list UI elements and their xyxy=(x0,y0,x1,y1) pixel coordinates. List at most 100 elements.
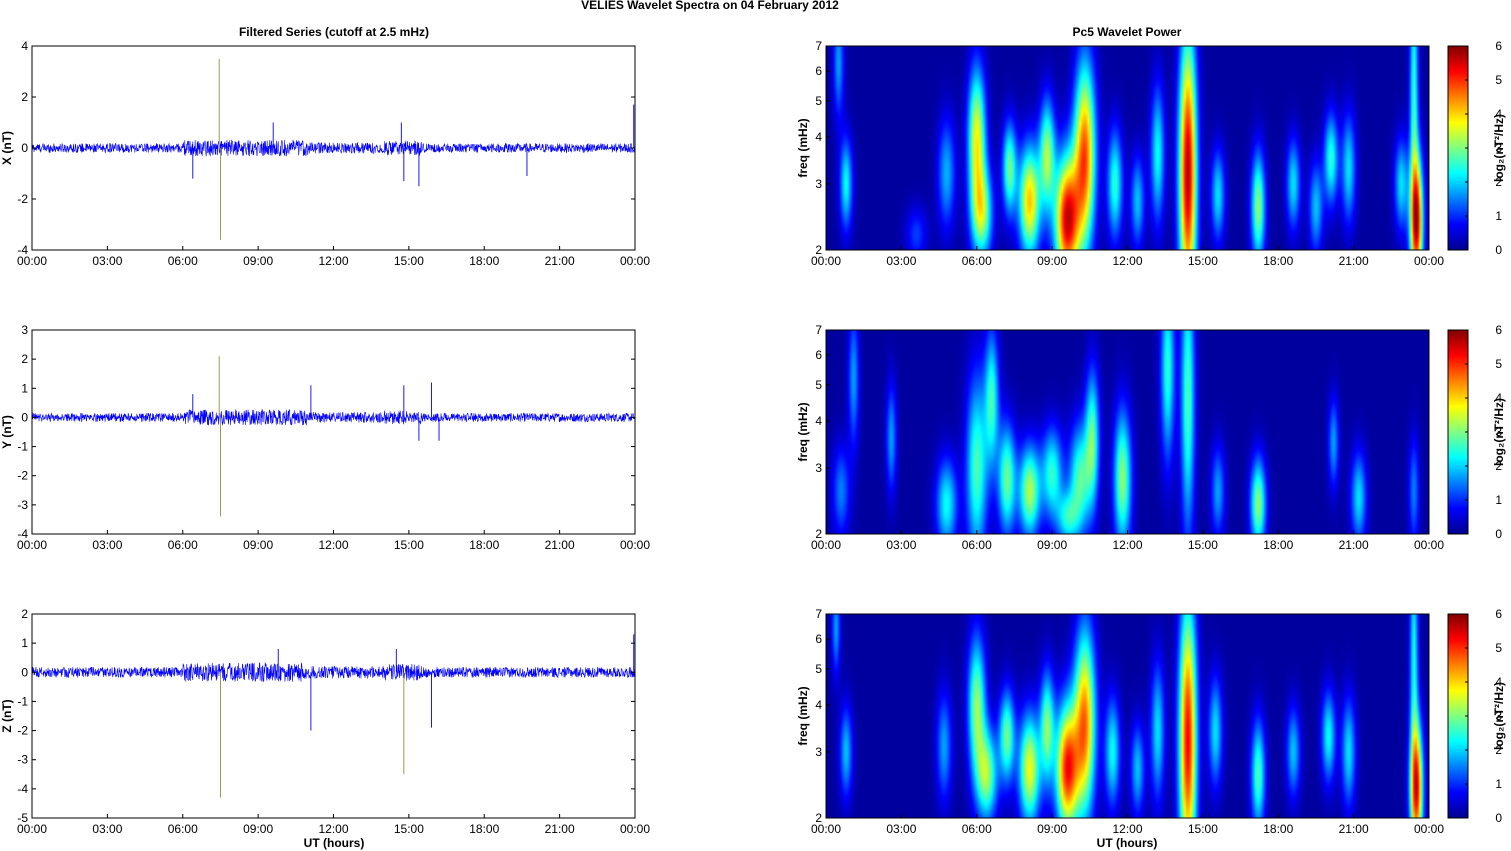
y-wavelet-xtick-label: 06:00 xyxy=(962,538,992,552)
z-series-ytick-label: -1 xyxy=(17,694,28,708)
x-series-xtick-label: 09:00 xyxy=(243,254,273,268)
x-series-ytick-label: 0 xyxy=(21,141,28,155)
z-series-xtick-label: 06:00 xyxy=(168,822,198,836)
z-wavelet-colorbar-tick-label: 1 xyxy=(1495,777,1502,791)
z-wavelet-xtick-label: 00:00 xyxy=(811,822,841,836)
x-wavelet-colorbar-tick-label: 4 xyxy=(1495,107,1502,121)
x-series-xtick-label: 00:00 xyxy=(620,254,650,268)
y-wavelet-ytick-label: 2 xyxy=(815,527,822,541)
y-wavelet-xtick-label: 15:00 xyxy=(1188,538,1218,552)
x-series-ytick-label: 4 xyxy=(21,39,28,53)
x-wavelet-xtick-label: 18:00 xyxy=(1263,254,1293,268)
z-wavelet-heatmap xyxy=(826,614,1429,818)
x-wavelet-heatmap xyxy=(826,46,1429,250)
x-wavelet-colorbar-tick-label: 3 xyxy=(1495,141,1502,155)
x-wavelet-ytick-label: 4 xyxy=(815,130,822,144)
x-wavelet-colorbar-label: log₂(nT²/Hz) xyxy=(1492,114,1506,182)
y-wavelet-xtick-label: 18:00 xyxy=(1263,538,1293,552)
z-series-panel: 210-1-2-3-4-500:00 03:00 06:00 09:00 12:00 15… xyxy=(0,607,650,836)
x-wavelet-xtick-label: 09:00 xyxy=(1037,254,1067,268)
x-wavelet-xtick-label: 00:00 xyxy=(811,254,841,268)
z-series-xtick-label: 12:00 xyxy=(318,822,348,836)
y-wavelet-colorbar-tick-label: 5 xyxy=(1495,357,1502,371)
y-series-xtick-label: 09:00 xyxy=(243,538,273,552)
z-series-plot-area xyxy=(32,614,635,818)
z-wavelet-colorbar-tick-label: 5 xyxy=(1495,641,1502,655)
z-series-line xyxy=(31,662,636,682)
z-wavelet-colorbar-tick-label: 3 xyxy=(1495,709,1502,723)
y-wavelet-ytick-label: 6 xyxy=(815,348,822,362)
z-wavelet-colorbar-label: log₂(nT²/Hz) xyxy=(1492,682,1506,750)
x-series-ytick-label: -2 xyxy=(17,192,28,206)
y-series-ytick-label: -1 xyxy=(17,440,28,454)
z-series-ylabel: Z (nT) xyxy=(0,699,14,732)
right-column-title: Pc5 Wavelet Power xyxy=(1073,25,1182,39)
y-wavelet-colorbar-tick-label: 4 xyxy=(1495,391,1502,405)
y-wavelet-xtick-label: 00:00 xyxy=(811,538,841,552)
z-wavelet-xtick-label: 03:00 xyxy=(886,822,916,836)
z-wavelet-colorbar-tick-label: 4 xyxy=(1495,675,1502,689)
z-wavelet-xtick-label: 18:00 xyxy=(1263,822,1293,836)
y-wavelet-ytick-label: 7 xyxy=(815,323,822,337)
x-wavelet-ytick-label: 7 xyxy=(815,39,822,53)
y-wavelet-colorbar-tick-label: 3 xyxy=(1495,425,1502,439)
z-series-xtick-label: 00:00 xyxy=(17,822,47,836)
x-wavelet-colorbar-tick-label: 2 xyxy=(1495,175,1502,189)
y-wavelet-colorbar-tick-label: 6 xyxy=(1495,323,1502,337)
z-series-ytick-label: -2 xyxy=(17,724,28,738)
y-wavelet-ylabel: freq (mHz) xyxy=(796,402,810,461)
z-series-xtick-label: 03:00 xyxy=(92,822,122,836)
y-wavelet-ytick-label: 4 xyxy=(815,414,822,428)
z-series-ytick-label: 2 xyxy=(21,607,28,621)
z-wavelet-ytick-label: 5 xyxy=(815,662,822,676)
z-wavelet-xtick-label: 21:00 xyxy=(1339,822,1369,836)
y-wavelet-xtick-label: 03:00 xyxy=(886,538,916,552)
y-series-ytick-label: 3 xyxy=(21,323,28,337)
z-wavelet-ylabel: freq (mHz) xyxy=(796,686,810,745)
y-series-ytick-label: -4 xyxy=(17,527,28,541)
z-wavelet-ytick-label: 4 xyxy=(815,698,822,712)
y-series-xtick-label: 15:00 xyxy=(394,538,424,552)
z-series-xtick-label: 00:00 xyxy=(620,822,650,836)
left-xlabel: UT (hours) xyxy=(304,836,365,850)
y-wavelet-colorbar-tick-label: 0 xyxy=(1495,527,1502,541)
z-wavelet-xtick-label: 12:00 xyxy=(1112,822,1142,836)
y-series-xtick-label: 00:00 xyxy=(620,538,650,552)
z-wavelet-ytick-label: 3 xyxy=(815,745,822,759)
y-series-ytick-label: -3 xyxy=(17,498,28,512)
y-series-xtick-label: 06:00 xyxy=(168,538,198,552)
x-wavelet-ytick-label: 6 xyxy=(815,64,822,78)
x-wavelet-colorbar-tick-label: 1 xyxy=(1495,209,1502,223)
x-series-ytick-label: 2 xyxy=(21,90,28,104)
z-series-xtick-label: 18:00 xyxy=(469,822,499,836)
z-wavelet-colorbar-tick-label: 2 xyxy=(1495,743,1502,757)
z-series-ytick-label: -5 xyxy=(17,811,28,825)
y-series-xtick-label: 18:00 xyxy=(469,538,499,552)
x-wavelet-ytick-label: 3 xyxy=(815,177,822,191)
z-series-xtick-label: 21:00 xyxy=(545,822,575,836)
z-wavelet-ytick-label: 7 xyxy=(815,607,822,621)
x-wavelet-xtick-label: 12:00 xyxy=(1112,254,1142,268)
x-series-xtick-label: 15:00 xyxy=(394,254,424,268)
y-wavelet-ytick-label: 3 xyxy=(815,461,822,475)
z-wavelet-ytick-label: 2 xyxy=(815,811,822,825)
x-wavelet-colorbar-tick-label: 0 xyxy=(1495,243,1502,257)
x-series-xtick-label: 06:00 xyxy=(168,254,198,268)
y-wavelet-colorbar-tick-label: 1 xyxy=(1495,493,1502,507)
right-xlabel: UT (hours) xyxy=(1097,836,1158,850)
x-series-xtick-label: 18:00 xyxy=(469,254,499,268)
x-wavelet-xtick-label: 00:00 xyxy=(1414,254,1444,268)
x-wavelet-colorbar-tick-label: 5 xyxy=(1495,73,1502,87)
z-wavelet-xtick-label: 06:00 xyxy=(962,822,992,836)
z-series-ytick-label: 0 xyxy=(21,665,28,679)
y-series-ytick-label: 2 xyxy=(21,352,28,366)
y-wavelet-xtick-label: 12:00 xyxy=(1112,538,1142,552)
y-wavelet-heatmap xyxy=(826,330,1429,534)
y-series-plot-area xyxy=(32,330,635,534)
x-series-xtick-label: 00:00 xyxy=(17,254,47,268)
z-series-ytick-label: -3 xyxy=(17,753,28,767)
y-wavelet-colorbar-label: log₂(nT²/Hz) xyxy=(1492,398,1506,466)
y-series-xtick-label: 21:00 xyxy=(545,538,575,552)
z-series-ytick-label: 1 xyxy=(21,636,28,650)
